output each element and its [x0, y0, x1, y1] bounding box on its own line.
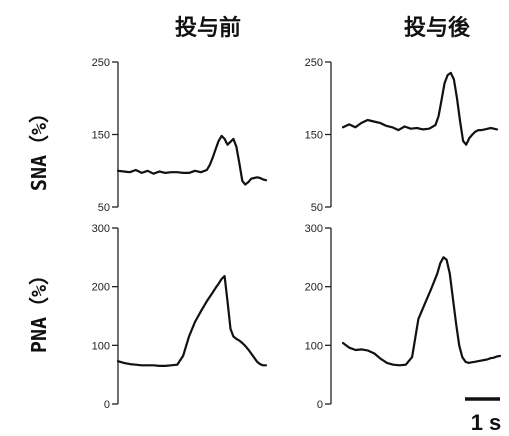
y-tick-label-SNA-before-2: 250 [92, 57, 110, 69]
y-tick-label-PNA-before-3: 300 [92, 223, 110, 235]
y-tick-label-PNA-after-3: 300 [305, 223, 323, 235]
trace-PNA-before [116, 275, 268, 367]
panel-PNA-before: 0 100 200 300 [92, 223, 268, 411]
trace-PNA-after [341, 256, 502, 367]
y-tick-label-PNA-before-2: 200 [92, 282, 110, 294]
column-title-after: 投与後 [404, 15, 471, 41]
y-axis-label-sna: SNA（%） [27, 103, 51, 191]
y-tick-label-PNA-after-1: 100 [305, 340, 323, 352]
y-tick-label-PNA-before-1: 100 [92, 340, 110, 352]
y-tick-label-SNA-after-2: 250 [305, 57, 323, 69]
trace-SNA-before [116, 134, 268, 186]
column-title-before: 投与前 [175, 15, 241, 41]
panel-SNA-after: 50 150 250 [305, 57, 499, 214]
y-tick-label-SNA-before-1: 150 [92, 130, 110, 142]
y-tick-label-PNA-before-0: 0 [104, 399, 110, 411]
panel-SNA-before: 50 150 250 [92, 57, 268, 214]
scale-bar-label: 1 s [471, 410, 502, 435]
trace-SNA-after [341, 71, 499, 146]
y-tick-label-SNA-before-0: 50 [98, 202, 110, 214]
y-axis-label-pna: PNA（%） [27, 265, 51, 353]
y-tick-label-PNA-after-2: 200 [305, 282, 323, 294]
panels: 50 150 250 50 150 250 0 100 200 300 0 100 200 300 [92, 57, 502, 411]
y-tick-label-SNA-after-1: 150 [305, 130, 323, 142]
panel-PNA-after: 0 100 200 300 [305, 223, 502, 411]
y-tick-label-PNA-after-0: 0 [317, 399, 323, 411]
y-tick-label-SNA-after-0: 50 [311, 202, 323, 214]
